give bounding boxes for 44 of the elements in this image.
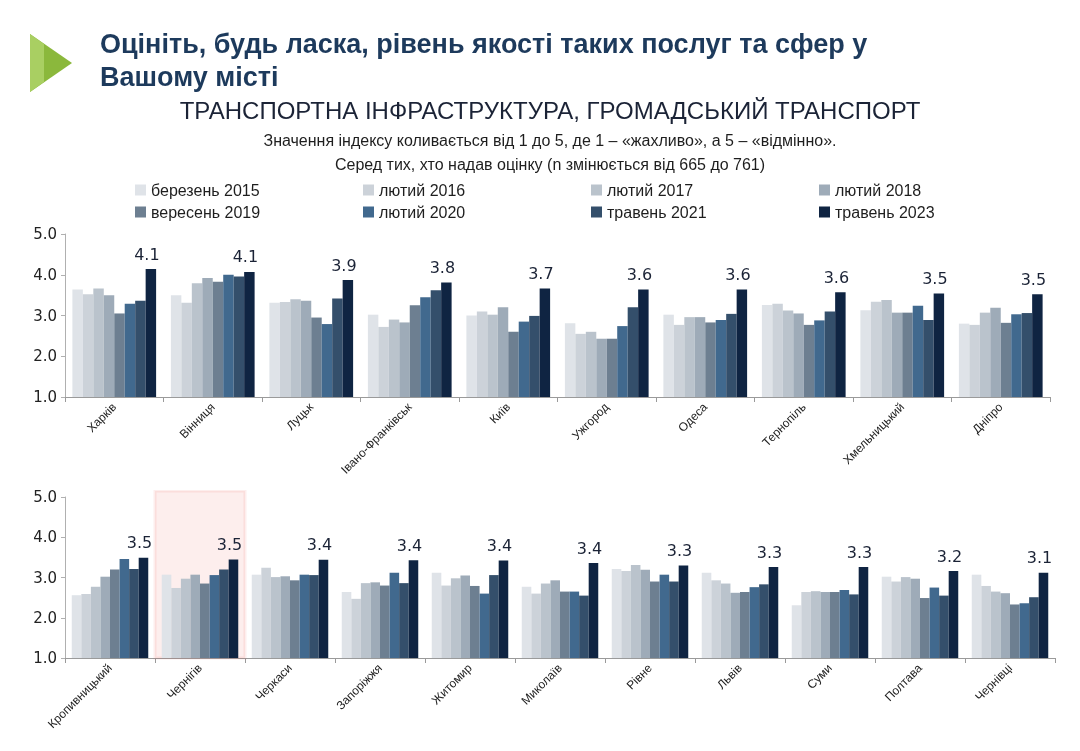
legend-label: травень 2023	[835, 203, 935, 221]
data-label: 3.4	[486, 536, 513, 556]
data-label: 3.5	[922, 268, 948, 288]
x-tick-label: Київ	[486, 400, 514, 427]
data-label: 4.1	[232, 247, 259, 267]
data-label: 3.2	[936, 546, 963, 566]
y-tick-label: 2.0	[33, 347, 57, 366]
y-tick-label: 4.0	[33, 265, 57, 284]
data-label: 3.5	[216, 534, 243, 554]
text: Серед тих, хто надав оцінку (n змінюється від 665 до 761)	[333, 155, 767, 175]
y-tick-label: 5.0	[33, 225, 57, 243]
legend-label: вересень 2019	[151, 203, 261, 221]
data-label: 3.6	[626, 264, 653, 284]
legend-label: травень 2021	[607, 203, 707, 221]
y-tick-label: 3.0	[33, 306, 57, 325]
data-label: 3.4	[396, 535, 423, 555]
y-tick-label: 1.0	[33, 649, 57, 667]
y-tick-label: 4.0	[33, 528, 57, 547]
data-label: 4.1	[134, 244, 160, 264]
data-label: 3.4	[306, 535, 333, 555]
data-label: 3.3	[846, 542, 873, 562]
y-tick-label: 1.0	[33, 388, 57, 406]
data-label: 3.3	[666, 540, 693, 560]
data-label: 3.6	[823, 267, 850, 287]
data-label: 3.5	[1020, 269, 1047, 289]
legend-label: березень 2015	[151, 181, 260, 199]
data-label: 3.8	[429, 257, 456, 277]
data-label: 3.9	[331, 255, 357, 275]
data-label: 3.3	[756, 542, 783, 562]
data-label: 3.1	[1026, 548, 1053, 568]
data-label: 3.7	[528, 264, 554, 284]
legend-label: лютий 2020	[379, 203, 466, 221]
data-label: 3.6	[725, 264, 751, 284]
data-label: 3.4	[576, 538, 603, 558]
text: Значення індексу коливається від 1 до 5, де 1 – «жахливо», а 5 – «відмінно».	[262, 131, 838, 151]
chart-title: Оцініть, будь ласка, рівень якості таких послуг та сфер у Вашому місті	[100, 28, 869, 94]
y-tick-label: 5.0	[33, 488, 57, 506]
legend-label: лютий 2017	[607, 181, 694, 199]
legend-label: лютий 2018	[835, 181, 922, 199]
legend-label: лютий 2016	[379, 181, 466, 199]
chart-subtitle: ТРАНСПОРТНА ІНФРАСТРУКТУРА, ГРОМАДСЬКИЙ ТРАНСПОРТ	[178, 96, 922, 126]
y-tick-label: 3.0	[33, 568, 57, 587]
y-tick-label: 2.0	[33, 608, 57, 627]
data-label: 3.5	[126, 533, 153, 553]
